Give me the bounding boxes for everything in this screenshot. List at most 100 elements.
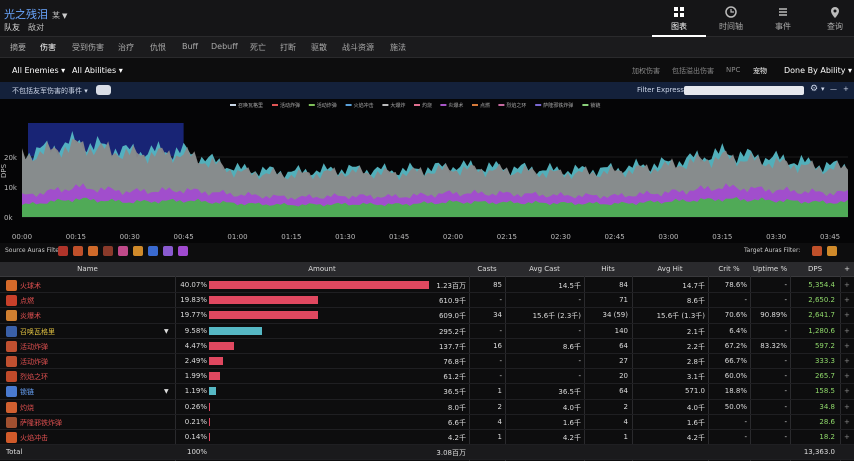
- column-header[interactable]: Avg Hit: [657, 265, 683, 273]
- nav-tab[interactable]: 施法: [390, 43, 406, 52]
- source-aura-icon[interactable]: [73, 246, 83, 256]
- plus-icon[interactable]: +: [844, 357, 850, 365]
- source-aura-icon[interactable]: [178, 246, 188, 256]
- expand-icon[interactable]: ▼: [164, 327, 169, 335]
- clock-icon: [725, 6, 737, 18]
- nav-tab[interactable]: 伤害: [40, 43, 56, 52]
- plus-icon[interactable]: +: [844, 417, 850, 426]
- table-row[interactable]: 点燃 19.83% 610.9千 - - 71 8.6千 - - 2,650.2 +: [0, 293, 854, 309]
- spell-icon: [6, 280, 17, 291]
- nav-tab[interactable]: 受到伤害: [72, 43, 104, 52]
- abilities-dropdown[interactable]: All Abilities ▾: [72, 66, 123, 75]
- ability-name[interactable]: 灼烧: [20, 403, 34, 412]
- table-row[interactable]: 烈焰之环 1.99% 61.2千 - - 20 3.1千 60.0% - 265.7 +: [0, 369, 854, 385]
- minus-icon[interactable]: —: [830, 85, 837, 93]
- source-aura-icon[interactable]: [133, 246, 143, 256]
- ability-name[interactable]: 火球术: [20, 282, 41, 290]
- ability-name[interactable]: 火焰冲击: [20, 434, 48, 442]
- source-aura-icon[interactable]: [118, 246, 128, 256]
- column-header[interactable]: Crit %: [718, 265, 740, 273]
- ability-name[interactable]: 萨隆邪铁炸弹: [20, 418, 62, 427]
- nav-tab[interactable]: 死亡: [250, 43, 266, 52]
- table-row[interactable]: 召唤瓦格里 ▼ 9.58% 295.2千 - - 140 2.1千 6.4% - 1,280.6 +: [0, 324, 854, 339]
- table-row[interactable]: 火球术 40.07% 1.23百万 85 14.5千 84 14.7千 78.6% - 5,354…: [0, 278, 854, 294]
- column-header[interactable]: Hits: [601, 265, 615, 273]
- table-row[interactable]: 锁链 ▼ 1.19% 36.5千 1 36.5千 64 571.0 18.8% - 158.5 +: [0, 384, 854, 400]
- cell: 3.1千: [686, 373, 705, 382]
- view-tab-chart-grid[interactable]: 图表: [652, 0, 706, 37]
- chevron-down-icon: ▾: [118, 66, 123, 75]
- column-header[interactable]: DPS: [807, 265, 823, 273]
- ability-name[interactable]: 活动炸弹: [20, 342, 48, 351]
- nav-tab[interactable]: 摘要: [10, 43, 26, 52]
- nav-tab[interactable]: 打断: [280, 43, 296, 52]
- source-aura-icon[interactable]: [58, 246, 68, 256]
- dps-chart[interactable]: 0k 10k 20k DPS 召唤瓦格里 活动炸弹 活动炸弹 火焰冲击 大爆炸 灼烧 炎爆术 点燃 烈焰…: [0, 99, 854, 232]
- plus-icon[interactable]: +: [844, 433, 850, 441]
- column-header[interactable]: Casts: [477, 265, 497, 273]
- column-header[interactable]: Avg Cast: [529, 265, 560, 273]
- ability-name[interactable]: 点燃: [20, 297, 34, 306]
- cell: 64: [619, 341, 628, 350]
- column-header[interactable]: +: [844, 265, 850, 273]
- ability-name[interactable]: 烈焰之环: [20, 373, 48, 382]
- table-row[interactable]: 火焰冲击 0.14% 4.2千 1 4.2千 1 4.2千 - - 18.2 +: [0, 430, 854, 446]
- nav-tab[interactable]: Debuff: [211, 42, 238, 51]
- table-row[interactable]: 炎爆术 19.77% 609.0千 34 15.6千 (2.3千) 34 (59) 15.6…: [0, 308, 854, 324]
- plus-icon[interactable]: +: [843, 85, 849, 93]
- plus-icon[interactable]: +: [844, 372, 850, 381]
- nav-tab[interactable]: 战斗资源: [342, 43, 374, 52]
- source-aura-icon[interactable]: [148, 246, 158, 256]
- cell: 3.08百万: [436, 449, 466, 458]
- filter-expression-input[interactable]: [684, 86, 804, 95]
- plus-icon[interactable]: +: [844, 387, 850, 396]
- nav-tab[interactable]: 治疗: [118, 43, 134, 52]
- report-title[interactable]: 光之残泪某 ▼: [4, 6, 67, 22]
- column-header[interactable]: Name: [77, 265, 98, 273]
- ability-name[interactable]: 炎爆术: [20, 312, 41, 321]
- nav-tab[interactable]: 驱散: [311, 43, 327, 52]
- cell: 66.7%: [724, 357, 747, 365]
- chevron-down-icon[interactable]: ▼: [62, 12, 68, 20]
- event-filter-dropdown[interactable]: 不包括友军伤害的事件 ▾: [12, 87, 88, 95]
- plus-icon[interactable]: +: [844, 281, 850, 289]
- weighted-damage-option[interactable]: 加权伤害: [632, 67, 660, 75]
- ability-name[interactable]: 活动炸弹: [20, 358, 48, 366]
- enemies-dropdown[interactable]: All Enemies ▾: [12, 66, 65, 75]
- chevron-down-icon[interactable]: ▾: [821, 85, 825, 93]
- friendly-filter[interactable]: 队友: [4, 23, 20, 32]
- filter-toggle[interactable]: [96, 85, 111, 95]
- table-row[interactable]: 灼烧 0.26% 8.0千 2 4.0千 2 4.0千 50.0% - 34.8 +: [0, 400, 854, 415]
- overkill-option[interactable]: 包括溢出伤害: [672, 67, 714, 75]
- column-header[interactable]: Uptime %: [752, 265, 788, 273]
- ability-name[interactable]: 锁链: [20, 388, 34, 397]
- cell: -: [499, 296, 502, 305]
- cell: -: [499, 372, 502, 381]
- ability-name[interactable]: 召唤瓦格里: [20, 327, 55, 336]
- expand-icon[interactable]: ▼: [164, 388, 169, 396]
- target-aura-icon[interactable]: [827, 246, 837, 256]
- npc-option[interactable]: NPC: [726, 66, 741, 74]
- hostile-filter[interactable]: 敌对: [28, 23, 44, 32]
- plus-icon[interactable]: +: [844, 296, 850, 305]
- table-row[interactable]: 活动炸弹 2.49% 76.8千 - - 27 2.8千 66.7% - 333.3 +: [0, 354, 854, 370]
- nav-tab[interactable]: 仇恨: [150, 43, 166, 52]
- view-tab-clock[interactable]: 时间轴: [704, 0, 758, 37]
- source-aura-icon[interactable]: [88, 246, 98, 256]
- plus-icon[interactable]: +: [844, 341, 850, 350]
- done-by-dropdown[interactable]: Done By Ability ▾: [784, 66, 852, 75]
- source-aura-icon[interactable]: [163, 246, 173, 256]
- table-row[interactable]: 活动炸弹 4.47% 137.7千 16 8.6千 64 2.2千 67.2% 83.32% 59…: [0, 339, 854, 354]
- pets-option[interactable]: 宠物: [753, 67, 767, 75]
- plus-icon[interactable]: +: [844, 311, 850, 320]
- view-tab-location-pin[interactable]: 查询: [808, 0, 854, 37]
- target-aura-icon[interactable]: [812, 246, 822, 256]
- column-header[interactable]: Amount: [308, 265, 336, 273]
- view-tab-list[interactable]: 事件: [756, 0, 810, 37]
- gear-icon[interactable]: ⚙: [810, 84, 819, 94]
- plus-icon[interactable]: +: [844, 326, 850, 335]
- table-row[interactable]: 萨隆邪铁炸弹 0.21% 6.6千 4 1.6千 4 1.6千 - - 28.6 +: [0, 415, 854, 430]
- nav-tab[interactable]: Buff: [182, 42, 199, 51]
- plus-icon[interactable]: +: [844, 402, 850, 411]
- source-aura-icon[interactable]: [103, 246, 113, 256]
